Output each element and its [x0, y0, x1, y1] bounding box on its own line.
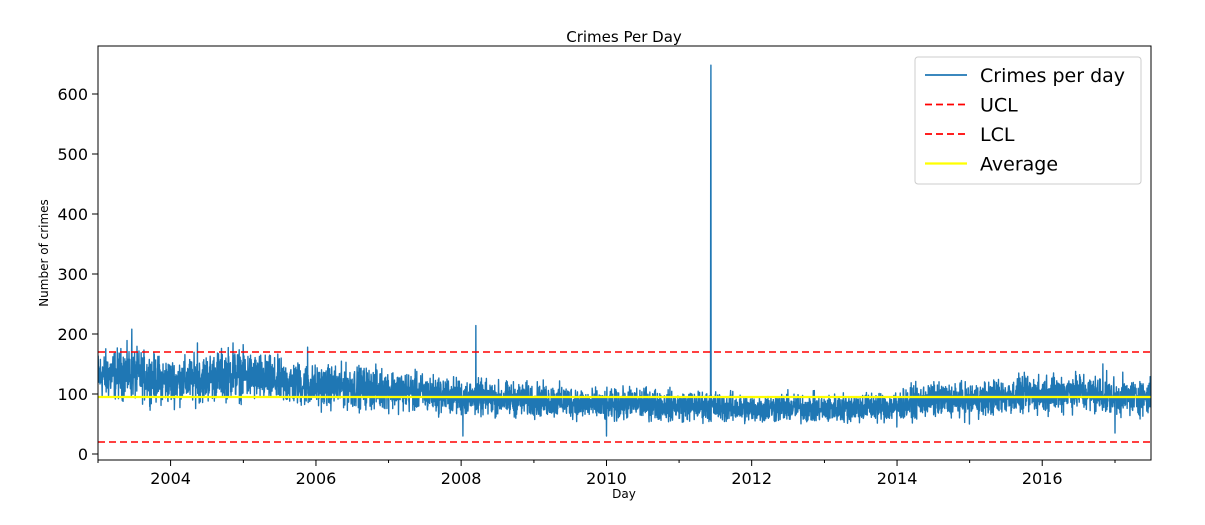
x-tick-label: 2004: [150, 469, 191, 488]
y-tick-label: 500: [57, 145, 88, 164]
legend: Crimes per day UCL LCL Average: [914, 56, 1142, 185]
x-tick-label: 2006: [296, 469, 337, 488]
x-axis-label: Day: [612, 487, 636, 501]
legend-label: Average: [980, 154, 1058, 176]
x-tick-label: 2012: [731, 469, 772, 488]
y-tick-label: 0: [78, 445, 88, 464]
y-tick-label: 100: [57, 385, 88, 404]
y-tick-label: 300: [57, 265, 88, 284]
legend-label: LCL: [980, 124, 1015, 146]
y-axis: 0 100 200 300 400 500 600: [57, 85, 98, 464]
x-tick-label: 2008: [441, 469, 482, 488]
y-tick-label: 400: [57, 205, 88, 224]
y-tick-label: 200: [57, 325, 88, 344]
chart-title: Crimes Per Day: [566, 28, 682, 46]
x-tick-label: 2016: [1022, 469, 1063, 488]
legend-label: Crimes per day: [980, 65, 1125, 87]
legend-box: [914, 56, 1142, 185]
x-tick-label: 2014: [877, 469, 918, 488]
plot-frame: [97, 45, 1152, 461]
legend-label: UCL: [980, 95, 1018, 117]
y-tick-label: 600: [57, 85, 88, 104]
x-axis: 2004 2006 2008 2010 2012 2014 2016: [97, 460, 1116, 488]
x-tick-label: 2010: [586, 469, 627, 488]
y-axis-label: Number of crimes: [37, 199, 51, 307]
series-line-crimes-per-day: [98, 64, 1151, 437]
plot-area: [98, 64, 1151, 443]
